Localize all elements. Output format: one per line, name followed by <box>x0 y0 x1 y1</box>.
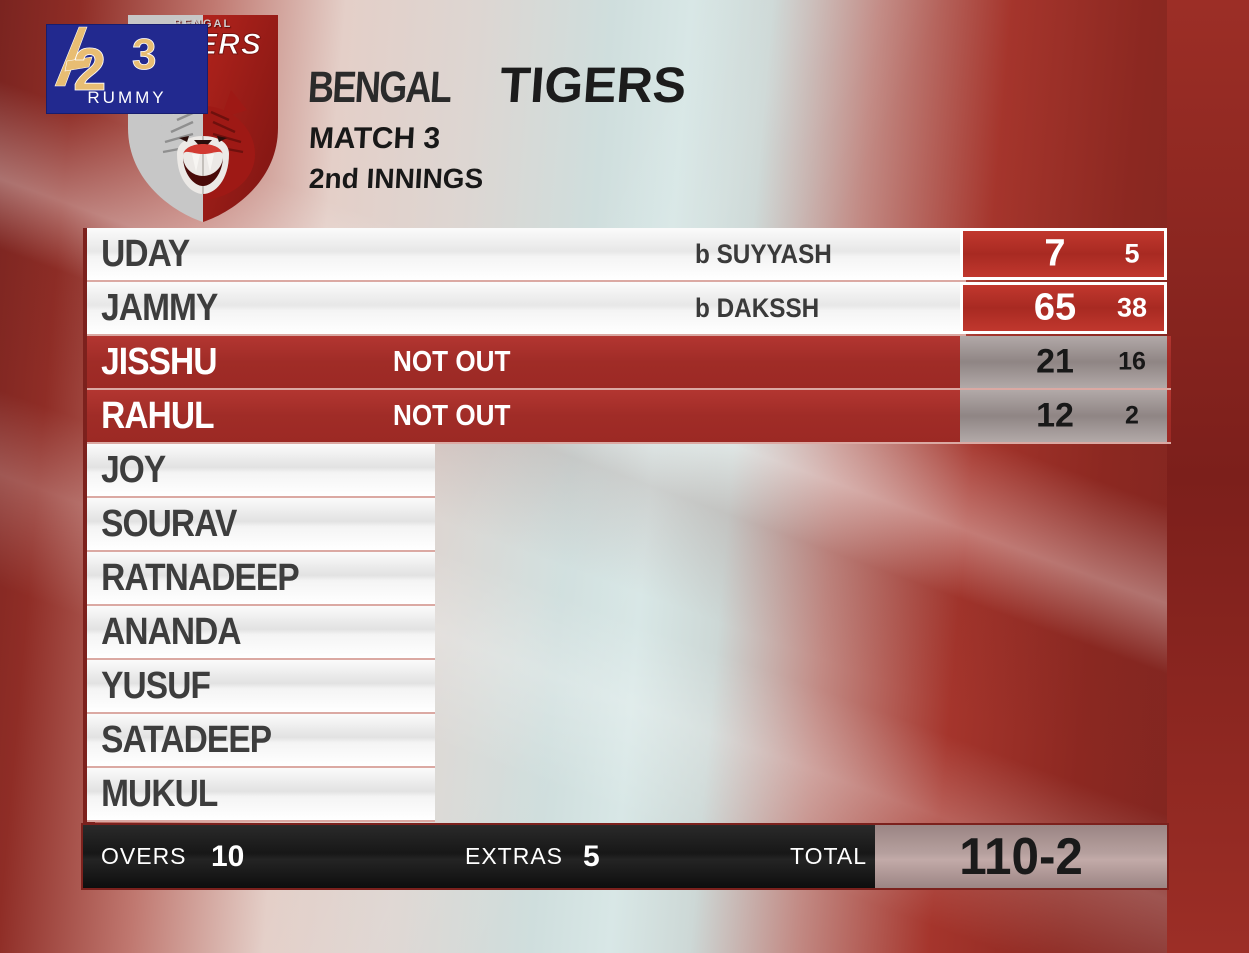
svg-text:3: 3 <box>132 30 156 79</box>
